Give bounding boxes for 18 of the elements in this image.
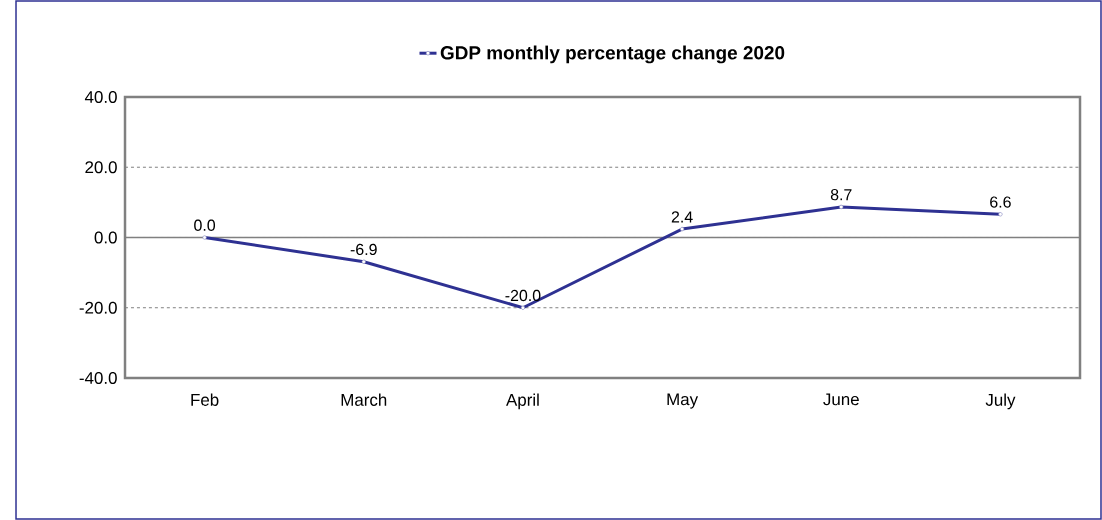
y-tick-label: 20.0 (85, 161, 117, 174)
y-tick-label: 40.0 (84, 91, 117, 103)
data-label: 2.4 (671, 211, 693, 223)
legend-label: GDP monthly percentage change 2020 (440, 45, 785, 64)
x-tick-label: April (506, 393, 539, 410)
x-tick-label: July (985, 393, 1016, 410)
x-tick-label: March (341, 393, 387, 406)
y-tick-label: -40.0 (79, 371, 117, 384)
data-label: -6.9 (350, 243, 377, 256)
data-label: -20.0 (505, 289, 541, 302)
x-tick-label: Feb (191, 393, 219, 406)
y-tick-label: -20.0 (79, 301, 117, 314)
y-tick-label: 0.0 (94, 231, 117, 244)
data-label: 0.0 (194, 219, 216, 231)
x-tick-label: June (823, 393, 859, 406)
data-label: 8.7 (830, 189, 852, 201)
data-label: 6.6 (990, 196, 1011, 208)
x-tick-label: May (667, 393, 699, 409)
